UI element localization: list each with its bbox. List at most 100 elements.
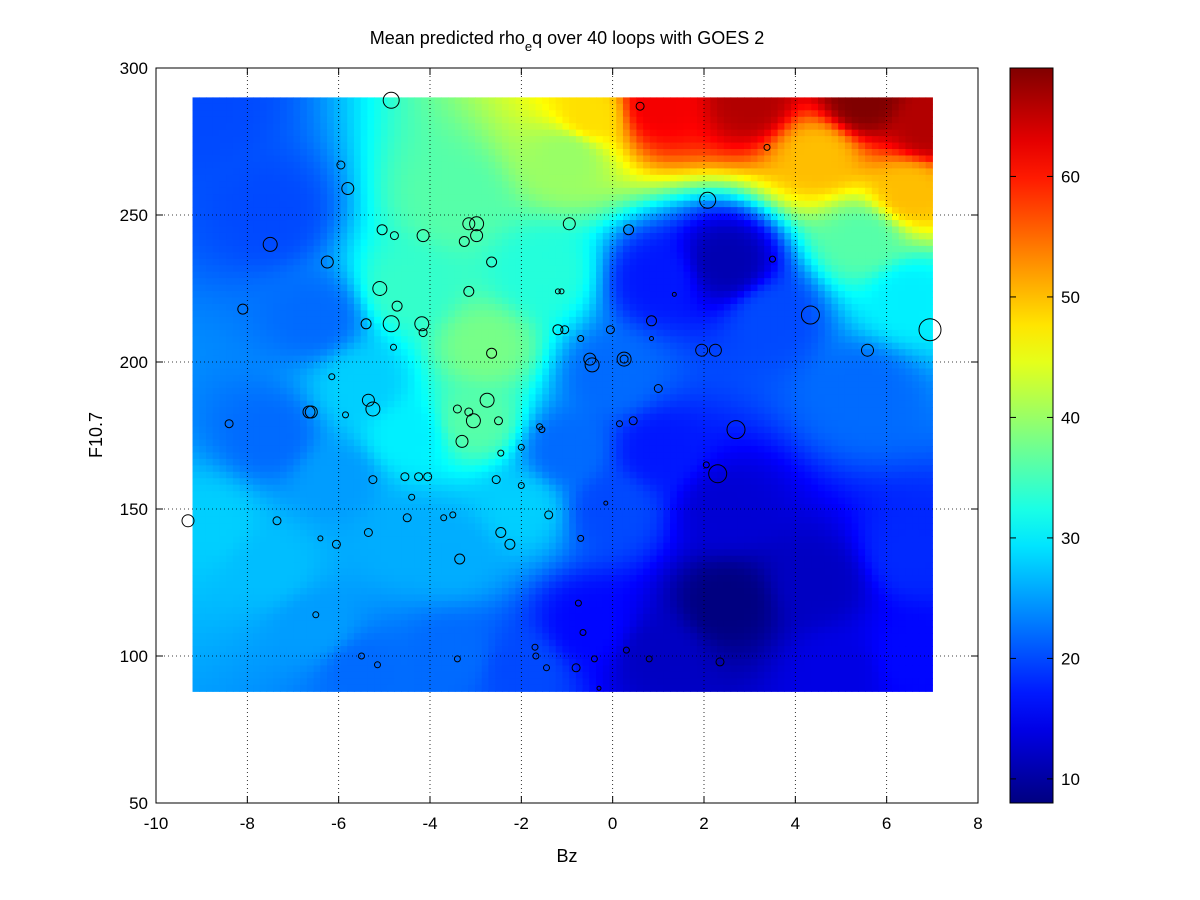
heatmap-cell (421, 310, 429, 318)
heatmap-cell (226, 336, 234, 344)
heatmap-cell (468, 213, 476, 221)
heatmap-cell (925, 97, 933, 105)
heatmap-cell (239, 252, 247, 260)
heatmap-cell (454, 200, 463, 208)
heatmap-cell (784, 265, 792, 273)
heatmap-cell (508, 284, 516, 292)
heatmap-cell (232, 168, 241, 176)
heatmap-cell (387, 387, 395, 395)
heatmap-cell (918, 258, 927, 266)
heatmap-cell (831, 355, 839, 363)
heatmap-cell (609, 265, 617, 273)
heatmap-cell (622, 116, 631, 124)
heatmap-cell (750, 291, 759, 299)
heatmap-cell (448, 129, 456, 137)
heatmap-cell (414, 194, 422, 202)
heatmap-cell (925, 291, 933, 299)
heatmap-cell (293, 161, 301, 170)
heatmap-cell (293, 136, 301, 144)
heatmap-cell (353, 149, 362, 157)
heatmap-cell (643, 245, 651, 253)
heatmap-cell (804, 155, 812, 163)
heatmap-cell (744, 362, 752, 370)
heatmap-cell (192, 129, 200, 137)
heatmap-cell (407, 207, 416, 215)
heatmap-cell (878, 129, 886, 137)
heatmap-cell (535, 342, 543, 350)
heatmap-cell (515, 149, 523, 157)
heatmap-cell (327, 116, 335, 124)
heatmap-cell (434, 297, 442, 305)
heatmap-cell (205, 284, 214, 292)
heatmap-cell (717, 355, 725, 363)
heatmap-cell (279, 207, 288, 215)
heatmap-cell (582, 149, 590, 157)
heatmap-cell (327, 226, 335, 234)
heatmap-cell (401, 116, 409, 124)
heatmap-cell (414, 342, 422, 350)
heatmap-cell (831, 278, 839, 286)
heatmap-cell (609, 161, 617, 170)
heatmap-cell (555, 349, 564, 357)
heatmap-cell (555, 362, 564, 370)
heatmap-cell (313, 355, 321, 363)
heatmap-cell (730, 245, 738, 253)
heatmap-cell (575, 110, 584, 118)
heatmap-cell (676, 362, 685, 370)
heatmap-cell (421, 155, 429, 163)
heatmap-cell (407, 103, 416, 111)
heatmap-cell (387, 155, 395, 163)
heatmap-cell (575, 161, 584, 170)
heatmap-cell (622, 297, 631, 305)
heatmap-cell (831, 142, 839, 150)
heatmap-cell (239, 226, 247, 234)
heatmap-cell (797, 155, 806, 163)
heatmap-cell (898, 303, 907, 312)
heatmap-cell (266, 252, 274, 260)
heatmap-cell (535, 116, 543, 124)
heatmap-cell (501, 168, 510, 176)
heatmap-cell (434, 149, 442, 157)
heatmap-cell (891, 181, 900, 189)
heatmap-cell (199, 194, 207, 202)
heatmap-cell (629, 174, 638, 182)
heatmap-cell (360, 161, 368, 170)
heatmap-cell (360, 232, 368, 241)
heatmap-cell (461, 303, 469, 312)
heatmap-cell (757, 123, 765, 131)
heatmap-cell (313, 349, 321, 357)
heatmap-cell (205, 258, 214, 266)
heatmap-cell (434, 168, 442, 176)
heatmap-cell (609, 239, 617, 247)
heatmap-cell (407, 342, 416, 350)
heatmap-cell (831, 239, 839, 247)
heatmap-cell (811, 103, 819, 111)
heatmap-cell (683, 374, 691, 383)
heatmap-cell (723, 110, 732, 118)
heatmap-cell (306, 161, 315, 170)
heatmap-cell (266, 297, 274, 305)
heatmap-cell (811, 116, 819, 124)
heatmap-cell (824, 232, 833, 241)
heatmap-cell (387, 207, 395, 215)
heatmap-cell (629, 194, 638, 202)
heatmap-cell (575, 374, 584, 383)
heatmap-cell (192, 336, 200, 344)
heatmap-cell (696, 336, 705, 344)
heatmap-cell (353, 316, 362, 324)
heatmap-cell (454, 103, 463, 111)
heatmap-cell (717, 103, 725, 111)
heatmap-cell (212, 355, 221, 363)
heatmap-cell (824, 187, 833, 195)
heatmap-cell (192, 342, 200, 350)
heatmap-cell (663, 136, 671, 144)
heatmap-cell (858, 149, 866, 157)
heatmap-cell (791, 129, 799, 137)
heatmap-cell (266, 387, 274, 395)
heatmap-cell (360, 368, 368, 376)
heatmap-cell (548, 349, 557, 357)
heatmap-cell (461, 271, 469, 279)
heatmap-cell (481, 368, 490, 376)
heatmap-cell (380, 355, 389, 363)
heatmap-cell (824, 110, 833, 118)
